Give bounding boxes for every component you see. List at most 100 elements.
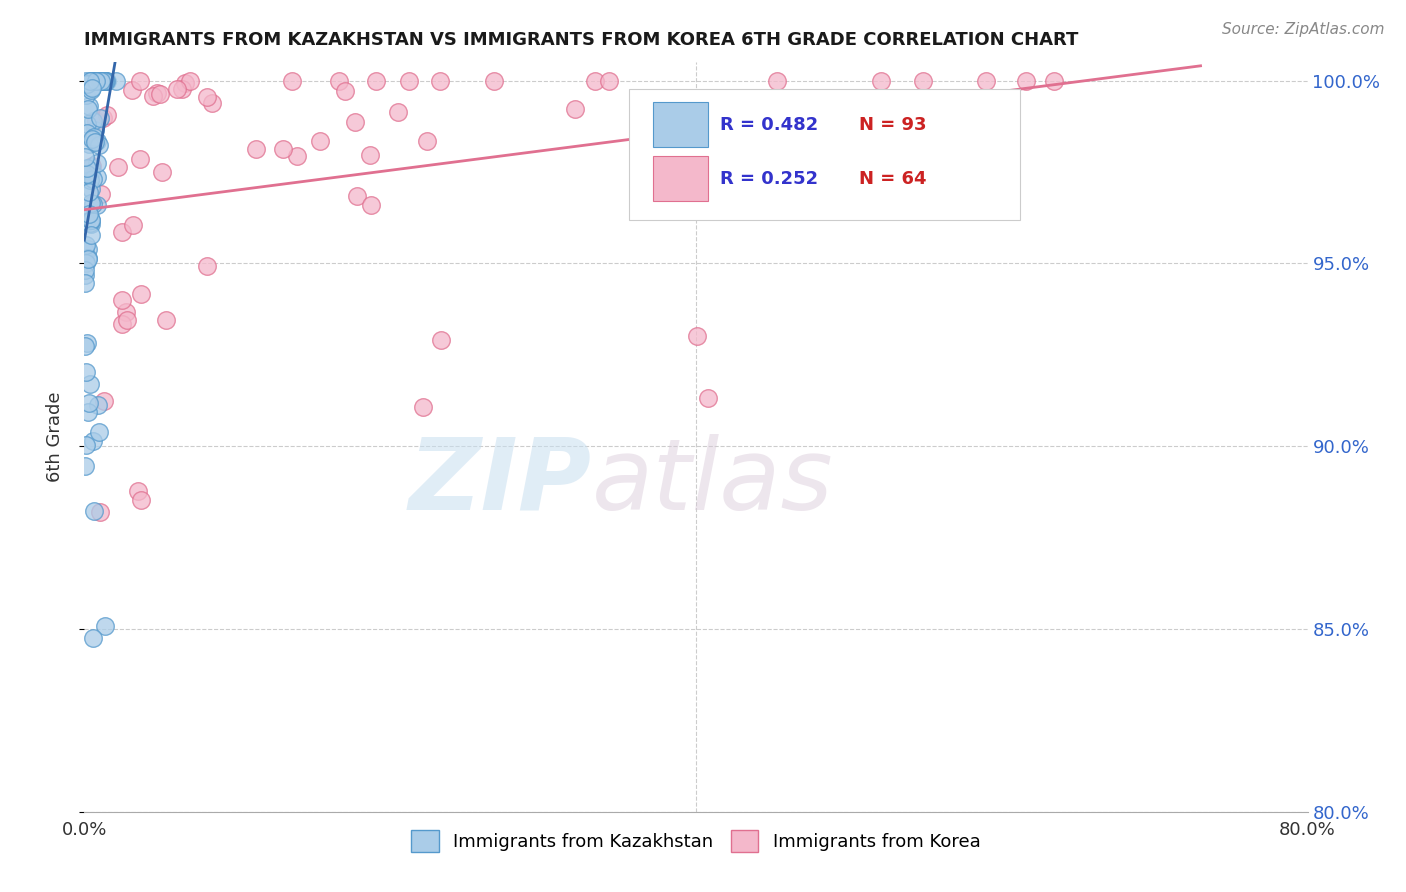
Point [115,313,138,327]
FancyBboxPatch shape [628,88,1021,219]
Point [75,263,97,277]
Point [122,219,145,233]
Point [111,293,134,307]
Point [86,134,108,148]
Point [76,77,98,91]
Point [564,102,586,116]
Point [416,135,439,149]
Point [76,161,98,175]
Point [685,93,707,107]
Point [1043,73,1066,87]
Point [911,73,934,87]
Point [87,398,110,412]
Point [104,73,127,87]
Point [201,95,224,110]
Point [75,438,97,452]
Point [583,73,606,87]
Point [281,73,304,87]
Point [94,73,117,87]
Point [111,225,134,239]
Point [77,102,100,116]
Point [83,130,105,145]
Point [77,252,100,267]
Point [77,206,100,220]
Point [75,73,97,87]
Legend: Immigrants from Kazakhstan, Immigrants from Korea: Immigrants from Kazakhstan, Immigrants f… [405,822,987,859]
Point [75,237,97,252]
Point [80,213,103,227]
Point [127,484,149,499]
Point [91,73,114,87]
Point [598,73,620,87]
Point [146,87,169,101]
Point [82,79,104,94]
Point [86,198,108,212]
Point [83,73,105,87]
Point [166,82,188,96]
Point [174,76,197,90]
Point [765,73,787,87]
Point [484,73,506,87]
Point [75,88,97,103]
Point [79,217,101,231]
Point [79,73,101,87]
Point [80,73,103,87]
Point [79,164,101,178]
Point [179,73,201,87]
Point [366,73,388,87]
Text: R = 0.252: R = 0.252 [720,169,818,187]
Point [83,122,105,136]
Point [76,167,98,181]
Point [343,115,366,129]
Point [84,114,107,128]
Bar [654,103,709,147]
Point [75,459,97,474]
Point [89,138,111,153]
Point [75,338,97,352]
Point [77,405,100,419]
Point [412,400,434,414]
Point [80,213,103,227]
Point [686,329,709,343]
Point [93,111,115,125]
Point [129,286,152,301]
Point [80,160,103,174]
Point [79,173,101,187]
Point [86,73,108,87]
Point [96,73,118,87]
Point [359,148,381,162]
Point [80,83,103,97]
Point [82,132,104,146]
Point [75,77,97,91]
Point [80,182,103,196]
Point [80,227,103,242]
Point [328,73,350,87]
Point [142,89,165,103]
Point [79,137,101,152]
Text: atlas: atlas [592,434,834,531]
Point [75,253,97,268]
Point [82,434,104,448]
Point [195,90,218,104]
Point [77,98,100,112]
Point [75,215,97,229]
Point [93,73,115,87]
Point [86,156,108,170]
Point [86,170,108,185]
Point [387,104,409,119]
Point [86,73,108,87]
Point [91,73,114,87]
Point [77,251,100,265]
Point [94,619,117,633]
Point [195,259,218,273]
Point [430,333,453,347]
Point [1015,73,1038,87]
Point [75,151,97,165]
Point [77,185,100,199]
Point [80,159,103,173]
Point [94,73,117,87]
Point [83,136,105,150]
Point [87,425,110,440]
Point [82,197,104,211]
Point [697,392,720,406]
